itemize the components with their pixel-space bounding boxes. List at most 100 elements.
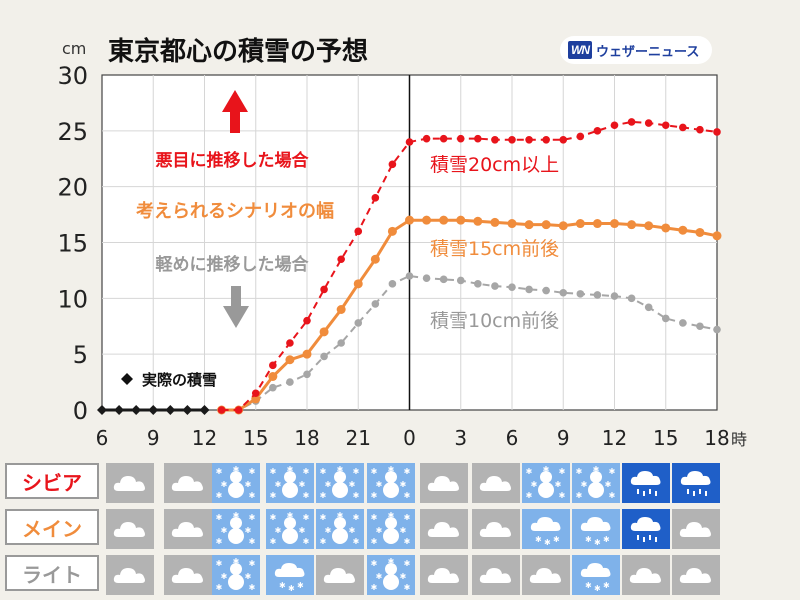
- y-tick-label: 0: [73, 397, 88, 425]
- svg-text:✱: ✱: [216, 467, 223, 476]
- annotation-range: 考えられるシナリオの幅: [136, 200, 334, 222]
- data-point: [474, 280, 482, 288]
- svg-text:✱: ✱: [404, 559, 411, 568]
- data-point: [388, 280, 397, 288]
- weather-row-label: ライト: [5, 555, 99, 591]
- x-tick-label: 18: [704, 426, 729, 450]
- svg-text:✱: ✱: [320, 513, 327, 522]
- svg-text:✱: ✱: [376, 572, 383, 581]
- data-point: [439, 275, 448, 284]
- data-point: [217, 406, 226, 414]
- data-point: [336, 305, 346, 314]
- svg-text:✱: ✱: [371, 491, 378, 500]
- svg-text:✱: ✱: [404, 583, 411, 592]
- data-point: [507, 219, 517, 229]
- data-point: [627, 118, 636, 126]
- svg-text:✱: ✱: [603, 581, 610, 590]
- cloudy-icon: [522, 555, 570, 595]
- data-point: [542, 286, 550, 295]
- svg-text:✱: ✱: [404, 467, 411, 476]
- weather-row: メイン ✱ ✱ ✱ ✱ ✱ ✱ ✱ ✱ ✱ ✱ ✱ ✱ ✱ ✱ ✱ ✱ ✱ ✱ ✱ ✱ ✱ ✱ ✱ ✱ ✱ ✱ ✱ ✱ ✱ ✱ ✱ ✱ ✱ ✱: [0, 506, 800, 550]
- data-point: [456, 276, 465, 285]
- data-point: [303, 316, 311, 325]
- rain-icon: [622, 509, 670, 549]
- svg-text:✱: ✱: [559, 491, 566, 500]
- data-point: [541, 220, 551, 230]
- svg-text:✱: ✱: [325, 480, 332, 489]
- data-point: [661, 121, 670, 130]
- cloudy-icon: [420, 463, 468, 503]
- cloudy-icon: [164, 509, 212, 549]
- x-tick-label: 6: [96, 426, 109, 450]
- data-point: [661, 314, 670, 323]
- svg-text:✱: ✱: [303, 467, 310, 476]
- data-point: [114, 405, 125, 415]
- label-15cm: 積雪15cm前後: [430, 238, 559, 260]
- svg-text:✱: ✱: [388, 511, 395, 520]
- weather-row: シビア ✱ ✱ ✱ ✱ ✱ ✱ ✱ ✱ ✱ ✱ ✱ ✱ ✱ ✱ ✱ ✱ ✱ ✱ ✱ ✱ ✱ ✱ ✱ ✱ ✱ ✱ ✱ ✱ ✱ ✱ ✱ ✱ ✱ ✱ ✱ ✱ ✱…: [0, 460, 800, 504]
- svg-text:✱: ✱: [585, 581, 592, 590]
- cloudy-icon: [164, 555, 212, 595]
- series-0: [97, 405, 210, 415]
- data-point: [508, 283, 516, 291]
- snowman-icon: ✱ ✱ ✱ ✱ ✱ ✱ ✱: [316, 463, 364, 503]
- data-point: [199, 405, 210, 415]
- data-point: [679, 123, 687, 132]
- svg-text:✱: ✱: [279, 581, 286, 590]
- x-tick-label: 15: [653, 426, 678, 450]
- data-point: [524, 220, 534, 230]
- x-tick-label: 12: [602, 426, 627, 450]
- data-point: [576, 290, 585, 298]
- svg-text:✱: ✱: [526, 467, 533, 476]
- data-point: [405, 215, 414, 225]
- data-point: [370, 254, 380, 264]
- svg-text:✱: ✱: [325, 526, 332, 535]
- data-point: [592, 219, 602, 229]
- svg-text:✱: ✱: [594, 584, 601, 593]
- data-point: [576, 132, 585, 141]
- data-point: [610, 292, 619, 300]
- cloudy-icon: [472, 555, 520, 595]
- data-point: [337, 255, 345, 264]
- svg-text:✱: ✱: [353, 513, 360, 522]
- down-arrow-icon: [223, 286, 249, 328]
- svg-text:✱: ✱: [609, 467, 616, 476]
- svg-text:✱: ✱: [216, 559, 223, 568]
- data-point: [422, 215, 432, 225]
- x-tick-label: 18: [294, 426, 319, 450]
- snowman-icon: ✱ ✱ ✱ ✱ ✱ ✱ ✱: [367, 509, 415, 549]
- data-point: [490, 217, 500, 227]
- svg-text:✱: ✱: [400, 480, 407, 489]
- snow-chart: 0 5 10 15 20 25 30 6 9 12 15 18 21 0 3 6 9 12 15 18 cm 時 東…: [57, 36, 747, 450]
- data-point: [97, 405, 107, 415]
- snowman-icon: ✱ ✱ ✱ ✱ ✱ ✱ ✱: [367, 463, 415, 503]
- data-point: [439, 134, 448, 143]
- data-point: [696, 125, 704, 134]
- svg-text:✱: ✱: [288, 584, 295, 593]
- svg-text:✱: ✱: [249, 559, 256, 568]
- cloudy-icon: [672, 509, 720, 549]
- rain-icon: [622, 463, 670, 503]
- svg-text:✱: ✱: [337, 465, 344, 474]
- data-point: [303, 370, 311, 379]
- cloudy-icon: [106, 463, 154, 503]
- snowman-icon: ✱ ✱ ✱ ✱ ✱ ✱ ✱: [522, 463, 570, 503]
- svg-text:✱: ✱: [593, 465, 600, 474]
- data-point: [302, 349, 312, 359]
- y-tick-label: 15: [57, 230, 88, 258]
- y-tick-label: 5: [73, 341, 88, 369]
- y-unit-label: cm: [62, 39, 86, 58]
- svg-text:✱: ✱: [544, 538, 551, 547]
- svg-text:✱: ✱: [609, 491, 616, 500]
- data-point: [251, 389, 260, 398]
- svg-text:✱: ✱: [233, 465, 240, 474]
- cloud-snow-icon: ✱ ✱ ✱: [572, 509, 620, 549]
- svg-text:✱: ✱: [404, 537, 411, 546]
- data-point: [387, 226, 397, 236]
- svg-text:✱: ✱: [245, 572, 252, 581]
- data-point: [286, 378, 294, 386]
- legend-actual-label: 実際の積雪: [142, 371, 217, 389]
- cloud-snow-icon: ✱ ✱ ✱: [522, 509, 570, 549]
- svg-text:✱: ✱: [275, 480, 282, 489]
- cloudy-icon: [472, 463, 520, 503]
